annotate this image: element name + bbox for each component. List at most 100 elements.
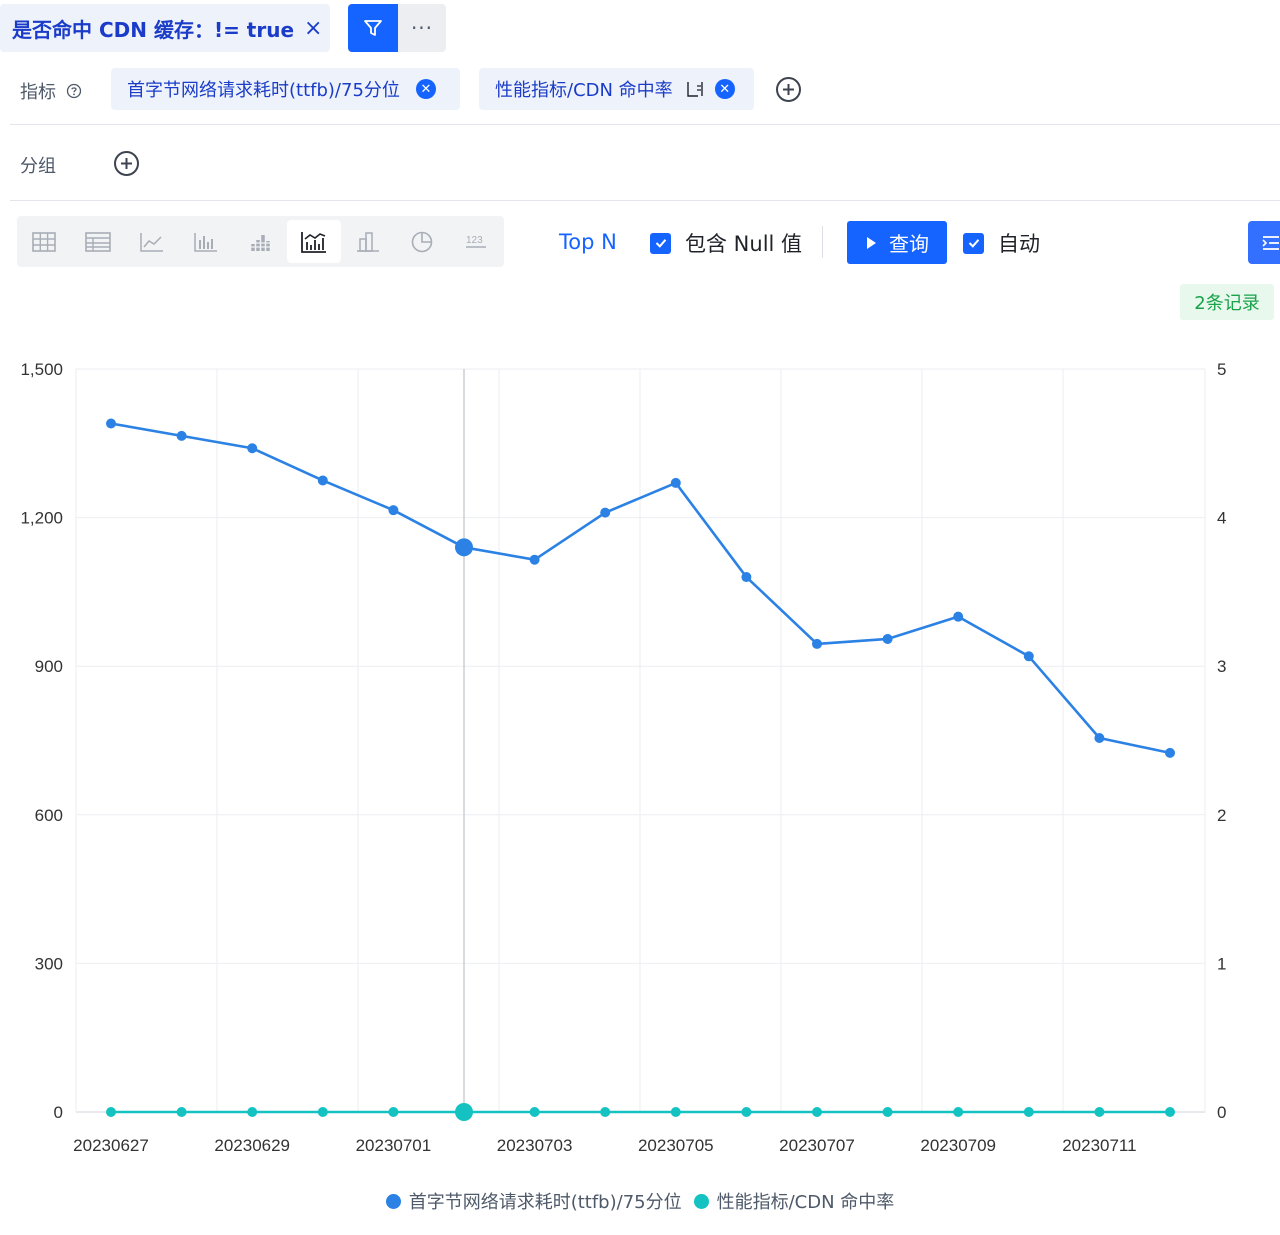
data-point <box>106 418 116 429</box>
tool-column[interactable] <box>341 220 395 263</box>
bar-chart-icon <box>194 232 217 252</box>
y-tick-right: 0 <box>1217 1103 1226 1122</box>
side-panel-button[interactable] <box>1248 221 1280 264</box>
data-point <box>317 475 328 486</box>
number-icon: 123 <box>466 235 486 248</box>
data-point <box>670 477 681 488</box>
close-icon[interactable]: × <box>304 15 323 41</box>
data-point <box>247 1107 258 1117</box>
data-point <box>388 505 399 516</box>
records-badge: 2条记录 <box>1180 284 1274 320</box>
grid-table-icon <box>32 231 56 252</box>
data-point <box>1094 1107 1105 1117</box>
tool-pie[interactable] <box>395 220 449 263</box>
metric-chip-label: 首字节网络请求耗时(ttfb)/75分位 <box>127 80 400 101</box>
tool-bar[interactable] <box>179 220 233 263</box>
y-tick-left: 900 <box>35 657 63 676</box>
question-circle-icon[interactable] <box>66 83 82 99</box>
stacked-bar-icon <box>251 234 270 251</box>
x-tick-label: 20230705 <box>638 1136 714 1155</box>
data-point <box>529 1107 540 1117</box>
data-point <box>812 638 822 649</box>
y-tick-left: 1,200 <box>20 509 63 528</box>
line-chart-icon <box>140 232 163 252</box>
filter-button[interactable] <box>348 4 398 52</box>
data-point <box>670 1107 681 1117</box>
metric-chip-ttfb[interactable]: 首字节网络请求耗时(ttfb)/75分位 ✕ <box>111 68 460 110</box>
x-tick-label: 20230703 <box>497 1136 573 1155</box>
remove-icon[interactable]: ✕ <box>415 79 436 99</box>
metrics-label-group: 指标 <box>20 78 82 104</box>
y-tick-left: 600 <box>35 806 63 825</box>
svg-text:123: 123 <box>466 235 483 246</box>
data-point <box>247 443 258 454</box>
indent-icon <box>1262 235 1279 250</box>
auto-checkbox[interactable]: 自动 <box>963 228 1040 258</box>
tool-line-area[interactable] <box>287 220 341 263</box>
data-point <box>741 572 752 583</box>
query-button-label: 查询 <box>889 232 929 256</box>
y-tick-right: 4 <box>1217 509 1226 528</box>
tool-line[interactable] <box>125 220 179 263</box>
x-tick-label: 20230709 <box>920 1136 996 1155</box>
legend-dot <box>693 1193 709 1209</box>
data-point <box>812 1107 822 1117</box>
y-tick-left: 1,500 <box>20 360 63 379</box>
tool-number[interactable]: 123 <box>449 220 503 263</box>
table-icon <box>85 231 111 252</box>
data-point <box>600 1107 611 1117</box>
series-line <box>110 422 1171 755</box>
filter-chip[interactable]: 是否命中 CDN 缓存：!= true × <box>0 4 330 52</box>
play-icon <box>867 236 876 249</box>
metric-chip-label: 性能指标/CDN 命中率 <box>495 80 673 101</box>
metric-chip-cdn[interactable]: 性能指标/CDN 命中率 ✕ <box>479 68 754 110</box>
filter-chip-label: 是否命中 CDN 缓存：!= true <box>12 17 295 42</box>
chart-legend: 首字节网络请求耗时(ttfb)/75分位 性能指标/CDN 命中率 <box>0 1188 1280 1214</box>
line-area-icon <box>301 231 326 253</box>
data-point <box>741 1107 752 1117</box>
funnel-icon <box>364 20 382 36</box>
data-point <box>1094 733 1105 744</box>
legend-dot <box>385 1193 401 1209</box>
y-tick-right: 1 <box>1217 954 1226 973</box>
query-button[interactable]: 查询 <box>847 221 947 264</box>
data-point <box>600 507 611 518</box>
legend-item-ttfb[interactable]: 首字节网络请求耗时(ttfb)/75分位 <box>385 1188 682 1214</box>
x-tick-label: 20230629 <box>214 1136 290 1155</box>
legend-item-cdn[interactable]: 性能指标/CDN 命中率 <box>693 1188 894 1214</box>
y-tick-left: 0 <box>54 1103 63 1122</box>
data-point <box>529 554 540 565</box>
line-chart: 0 300 600 900 1,200 1,500 0 1 2 3 4 5 20230627 202306… <box>20 360 1226 1155</box>
data-point <box>455 1103 473 1121</box>
data-point <box>106 1107 116 1117</box>
topn-link[interactable]: Top N <box>559 230 617 254</box>
data-point <box>1165 1107 1175 1117</box>
data-point <box>882 1107 893 1117</box>
data-point <box>953 611 964 622</box>
include-null-label: 包含 Null 值 <box>685 232 803 256</box>
data-point <box>1165 747 1175 758</box>
more-button[interactable]: ··· <box>398 4 446 52</box>
data-point <box>953 1107 964 1117</box>
metrics-label: 指标 <box>20 82 56 103</box>
checkbox-checked-icon[interactable] <box>963 232 984 254</box>
x-tick-label: 20230711 <box>1062 1136 1136 1155</box>
y-tick-right: 2 <box>1217 806 1226 825</box>
data-point <box>317 1107 328 1117</box>
data-point <box>882 633 893 644</box>
y-tick-left: 300 <box>35 954 63 973</box>
data-point <box>455 538 473 557</box>
tool-stacked[interactable] <box>233 220 287 263</box>
include-null-checkbox[interactable]: 包含 Null 值 <box>650 228 802 258</box>
divider <box>10 200 1280 201</box>
tool-grid-table[interactable] <box>17 220 71 263</box>
x-tick-label: 20230627 <box>73 1136 149 1155</box>
add-metric-icon[interactable] <box>775 76 802 103</box>
checkbox-checked-icon[interactable] <box>650 232 671 254</box>
axis-right-icon[interactable] <box>685 79 705 99</box>
tool-table[interactable] <box>71 220 125 263</box>
remove-icon[interactable]: ✕ <box>714 79 735 99</box>
data-point <box>176 1107 187 1117</box>
x-tick-label: 20230701 <box>356 1136 432 1155</box>
add-group-icon[interactable] <box>113 150 140 177</box>
